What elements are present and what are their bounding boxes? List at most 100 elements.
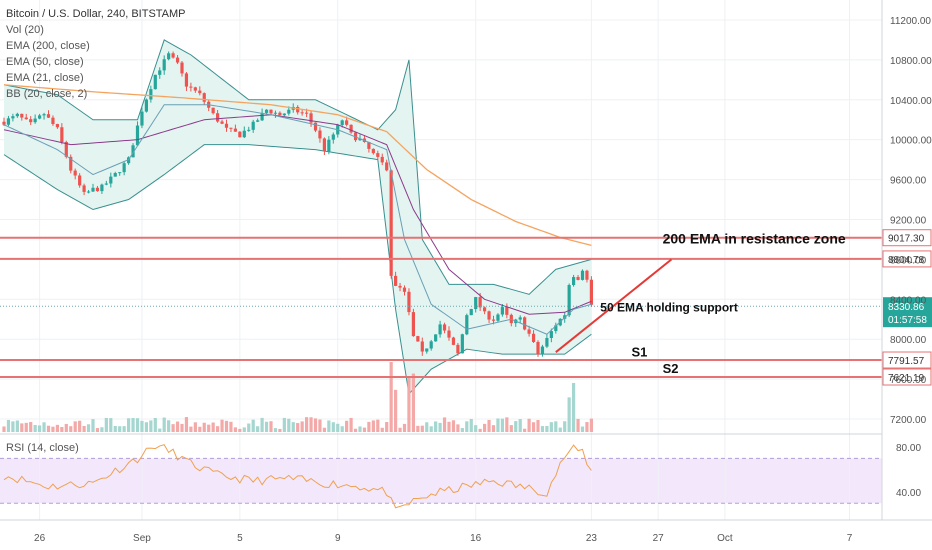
candle bbox=[465, 315, 469, 335]
volume-bar bbox=[563, 421, 567, 432]
volume-bar bbox=[46, 425, 51, 432]
candle bbox=[73, 170, 77, 176]
candle bbox=[483, 307, 487, 312]
volume-bar bbox=[362, 427, 367, 432]
last-price-label: 8330.86 bbox=[888, 302, 925, 313]
candle bbox=[447, 330, 451, 338]
level-tag-label: 9017.30 bbox=[888, 234, 925, 245]
volume-bar bbox=[349, 417, 353, 432]
volume-bar bbox=[127, 418, 131, 432]
candle bbox=[523, 317, 527, 330]
level-tag-box bbox=[882, 368, 932, 386]
indicator-ema50[interactable]: EMA (50, close) bbox=[6, 56, 84, 68]
volume-bar bbox=[305, 417, 309, 432]
volume-bar bbox=[287, 418, 291, 432]
candle bbox=[331, 134, 335, 140]
candle bbox=[353, 132, 358, 141]
candle bbox=[118, 172, 122, 174]
volume-bar bbox=[282, 417, 286, 432]
x-tick-label: 16 bbox=[470, 533, 482, 544]
level-tag-label: 8804.78 bbox=[888, 255, 925, 266]
x-tick-label: 7 bbox=[847, 533, 853, 544]
candle bbox=[247, 129, 251, 131]
candle bbox=[345, 120, 349, 125]
volume-bar bbox=[509, 425, 513, 432]
candle bbox=[162, 59, 166, 71]
x-tick-label: 26 bbox=[34, 533, 46, 544]
candle bbox=[442, 324, 447, 331]
volume-bar bbox=[86, 424, 91, 432]
volume-bar bbox=[367, 421, 371, 432]
y-tick-label: 9200.00 bbox=[890, 215, 927, 226]
candle bbox=[425, 348, 429, 352]
volume-bar bbox=[229, 421, 233, 432]
indicator-vol[interactable]: Vol (20) bbox=[6, 24, 44, 36]
indicator-ema200[interactable]: EMA (200, close) bbox=[6, 40, 90, 52]
annotations: 200 EMA in resistance zone 50 EMA holding… bbox=[600, 230, 846, 376]
rsi-line bbox=[0, 433, 882, 509]
volume-bar bbox=[100, 427, 104, 432]
volume-bar bbox=[144, 422, 148, 432]
volume-bar bbox=[402, 423, 407, 432]
volume-bar bbox=[460, 428, 464, 432]
volume-bar bbox=[171, 424, 175, 432]
volume-bar bbox=[580, 426, 585, 432]
volume-bar bbox=[153, 417, 157, 432]
volume-bar bbox=[269, 421, 273, 432]
volume-bar bbox=[549, 422, 553, 432]
rsi-label[interactable]: RSI (14, close) bbox=[6, 442, 79, 454]
candle bbox=[140, 111, 144, 126]
volume-bar bbox=[313, 418, 318, 432]
volume-bar bbox=[572, 382, 576, 432]
volume-bars bbox=[2, 362, 593, 432]
candle bbox=[496, 314, 500, 321]
candle bbox=[371, 148, 375, 154]
volume-bar bbox=[198, 426, 202, 432]
candle bbox=[86, 191, 91, 193]
candle bbox=[229, 127, 233, 129]
volume-bar bbox=[589, 418, 593, 432]
candle bbox=[269, 109, 273, 114]
volume-bar bbox=[207, 424, 211, 432]
volume-bar bbox=[447, 421, 451, 432]
candle bbox=[398, 285, 402, 288]
candle bbox=[46, 114, 51, 118]
y-tick-label: 10400.00 bbox=[890, 96, 932, 107]
candle bbox=[318, 130, 322, 139]
volume-bar bbox=[340, 426, 344, 432]
volume-bar bbox=[149, 420, 153, 432]
volume-bar bbox=[465, 421, 469, 432]
level-tag-box bbox=[882, 250, 932, 268]
candle bbox=[416, 336, 420, 342]
volume-bar bbox=[180, 423, 184, 432]
rsi-series bbox=[3, 444, 592, 509]
candle bbox=[407, 291, 411, 313]
volume-bar bbox=[233, 427, 237, 432]
candle bbox=[474, 297, 478, 310]
candle bbox=[376, 153, 380, 157]
volume-bar bbox=[389, 362, 393, 432]
y-tick-label: 10800.00 bbox=[890, 56, 932, 67]
volume-bar bbox=[78, 420, 82, 432]
volume-bar bbox=[33, 424, 37, 432]
candle bbox=[305, 112, 309, 114]
candle bbox=[300, 112, 304, 114]
x-tick-label: 27 bbox=[653, 533, 665, 544]
trendline bbox=[555, 258, 673, 353]
volume-bar bbox=[514, 421, 518, 432]
volume-bar bbox=[554, 421, 558, 432]
candle bbox=[282, 113, 286, 116]
volume-bar bbox=[69, 426, 73, 432]
candle bbox=[273, 112, 278, 114]
indicator-bb[interactable]: BB (20, close, 2) bbox=[6, 88, 87, 100]
volume-bar bbox=[527, 418, 531, 432]
volume-bar bbox=[238, 428, 242, 432]
candle bbox=[358, 138, 362, 141]
candle bbox=[589, 279, 593, 305]
candle bbox=[242, 130, 246, 138]
indicator-ema21[interactable]: EMA (21, close) bbox=[6, 72, 84, 84]
y-tick-label: 8000.00 bbox=[890, 335, 927, 346]
volume-bar bbox=[6, 419, 11, 432]
volume-bar bbox=[474, 425, 478, 432]
